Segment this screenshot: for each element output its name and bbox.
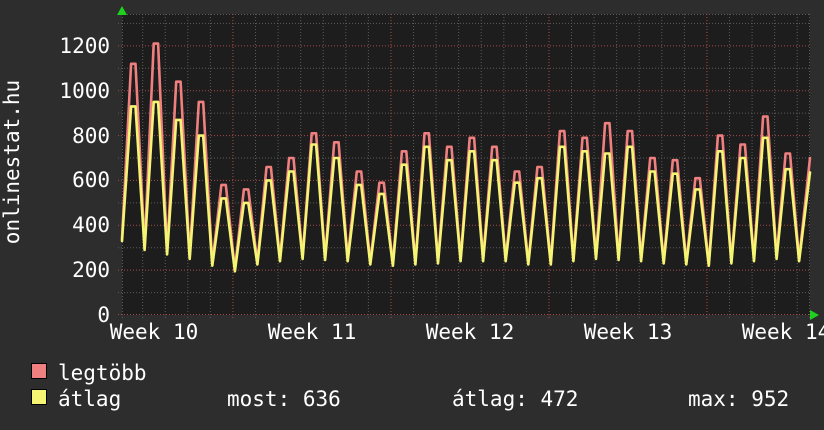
x-tick-label: Week 12 — [425, 320, 515, 344]
y-tick-label: 800 — [72, 123, 110, 148]
y-axis-arrow-icon — [117, 6, 127, 15]
stat-most: most: 636 — [227, 387, 341, 411]
y-tick-label: 1200 — [59, 33, 110, 58]
x-tick-label: Week 11 — [267, 320, 357, 344]
x-tick-label: Week 10 — [109, 320, 199, 344]
stat-atlag: átlag: 472 — [452, 387, 579, 411]
y-tick-label: 200 — [72, 258, 110, 283]
y-tick-label: 1000 — [59, 78, 110, 103]
y-tick-label: 400 — [72, 213, 110, 238]
legend-swatch-atlag — [31, 389, 47, 405]
y-tick-label: 0 — [97, 303, 110, 327]
legend-swatch-legtobb — [31, 363, 47, 379]
chart-canvas — [118, 14, 812, 319]
x-tick-label: Week 14 — [741, 320, 824, 344]
x-tick-label: Week 13 — [583, 320, 673, 344]
chart-vertical-title: onlinestat.hu — [0, 79, 24, 245]
plot-area — [118, 14, 812, 319]
legend-label-legtobb: legtöbb — [58, 361, 147, 385]
series-line-atlag — [120, 100, 812, 273]
stat-max: max: 952 — [688, 387, 790, 411]
legend-label-atlag: átlag — [58, 387, 122, 411]
y-tick-label: 600 — [72, 168, 110, 193]
x-axis-arrow-icon — [810, 310, 819, 320]
